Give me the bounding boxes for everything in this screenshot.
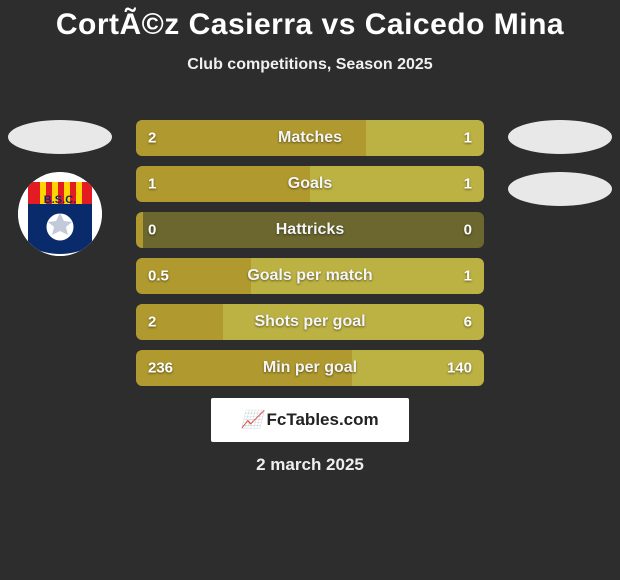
page-subtitle: Club competitions, Season 2025 [0, 56, 620, 74]
bar-label: Matches [136, 129, 484, 147]
bar-row: 236140Min per goal [136, 350, 484, 386]
fctables-logo: 📈 FcTables.com [211, 398, 409, 442]
bar-label: Goals [136, 175, 484, 193]
chart-icon: 📈 [241, 410, 262, 430]
bar-label: Min per goal [136, 359, 484, 377]
bar-label: Goals per match [136, 267, 484, 285]
right-player-column [508, 120, 612, 206]
bar-row: 21Matches [136, 120, 484, 156]
player-photo-placeholder-right-1 [508, 120, 612, 154]
bsc-badge-icon: B.S.C. [18, 172, 102, 256]
bar-row: 00Hattricks [136, 212, 484, 248]
svg-text:B.S.C.: B.S.C. [44, 194, 76, 206]
comparison-bars: 21Matches 11Goals 00Hattricks 0.51Goals per… [136, 120, 484, 396]
bar-label: Shots per goal [136, 313, 484, 331]
bar-label: Hattricks [136, 221, 484, 239]
bar-row: 11Goals [136, 166, 484, 202]
bar-row: 26Shots per goal [136, 304, 484, 340]
page-title: CortÃ©z Casierra vs Caicedo Mina [0, 0, 620, 42]
player-photo-placeholder-right-2 [508, 172, 612, 206]
left-player-column: B.S.C. [8, 120, 112, 256]
club-badge-left: B.S.C. [18, 172, 102, 256]
logo-text: FcTables.com [267, 410, 379, 430]
footer-date: 2 march 2025 [0, 455, 620, 475]
player-photo-placeholder-left [8, 120, 112, 154]
bar-row: 0.51Goals per match [136, 258, 484, 294]
